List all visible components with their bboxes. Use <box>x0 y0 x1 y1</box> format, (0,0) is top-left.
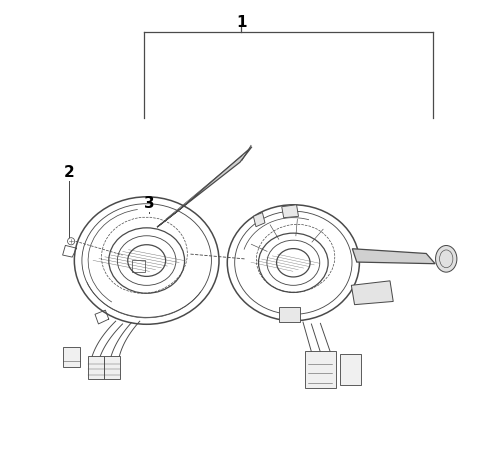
Text: 1: 1 <box>236 15 247 30</box>
Bar <box>339 354 361 385</box>
FancyBboxPatch shape <box>279 306 300 322</box>
Bar <box>62 347 80 367</box>
Bar <box>88 356 104 379</box>
Bar <box>104 356 120 379</box>
Ellipse shape <box>435 246 457 272</box>
Text: 3: 3 <box>144 196 154 211</box>
Polygon shape <box>352 249 435 264</box>
Circle shape <box>68 238 75 245</box>
Polygon shape <box>282 205 299 218</box>
Polygon shape <box>351 281 393 305</box>
Bar <box>305 351 336 388</box>
Polygon shape <box>157 147 252 227</box>
Text: 2: 2 <box>63 165 74 180</box>
Bar <box>132 260 145 272</box>
Polygon shape <box>253 212 265 227</box>
